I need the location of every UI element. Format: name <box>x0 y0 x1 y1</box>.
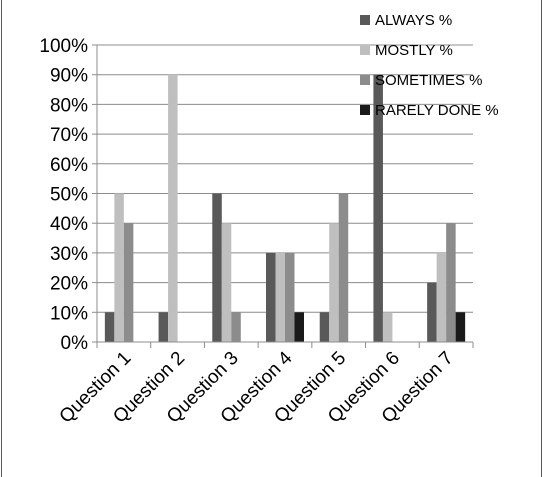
legend-label: MOSTLY % <box>375 42 453 59</box>
bar <box>455 312 466 342</box>
y-tick-label: 70% <box>50 125 88 146</box>
y-tick-label: 40% <box>50 214 88 235</box>
gridlines <box>97 44 473 313</box>
bar <box>266 252 276 342</box>
legend-label: RARELY DONE % <box>375 102 499 119</box>
legend-label: SOMETIMES % <box>375 72 483 89</box>
bar <box>275 252 285 342</box>
bar <box>294 312 304 342</box>
y-tick-label: 60% <box>50 155 88 176</box>
legend-swatch <box>360 15 370 25</box>
y-tick-label: 0% <box>61 333 89 354</box>
bars <box>104 74 466 342</box>
bar <box>104 312 115 342</box>
bar <box>427 282 437 342</box>
y-tick-label: 30% <box>50 244 88 265</box>
bar <box>231 312 241 342</box>
bar <box>212 193 222 342</box>
bar <box>221 223 232 342</box>
bar <box>382 312 393 342</box>
bar <box>319 312 330 342</box>
axes <box>92 44 474 348</box>
bar <box>123 223 134 342</box>
bar <box>329 223 339 342</box>
y-tick-labels: 0% 10% 20% 30% 40% 50% 60% 70% 80% 90% 100% <box>39 36 88 354</box>
legend: ALWAYS % MOSTLY % SOMETIMES % RARELY DONE % <box>360 12 499 119</box>
y-tick-label: 100% <box>39 36 88 57</box>
bar <box>285 252 295 342</box>
legend-label: ALWAYS % <box>375 12 452 29</box>
bar <box>436 252 447 342</box>
legend-swatch <box>360 45 370 55</box>
bar <box>373 74 383 342</box>
legend-swatch <box>360 75 370 85</box>
bar <box>168 74 178 342</box>
bar <box>338 193 349 342</box>
y-tick-label: 50% <box>50 185 88 206</box>
bar <box>158 312 169 342</box>
y-tick-label: 10% <box>50 303 88 324</box>
y-tick-label: 90% <box>50 66 88 87</box>
y-tick-label: 20% <box>50 274 88 295</box>
y-tick-label: 80% <box>50 95 88 116</box>
bar <box>446 223 456 342</box>
bar <box>114 193 124 342</box>
legend-swatch <box>360 105 370 115</box>
